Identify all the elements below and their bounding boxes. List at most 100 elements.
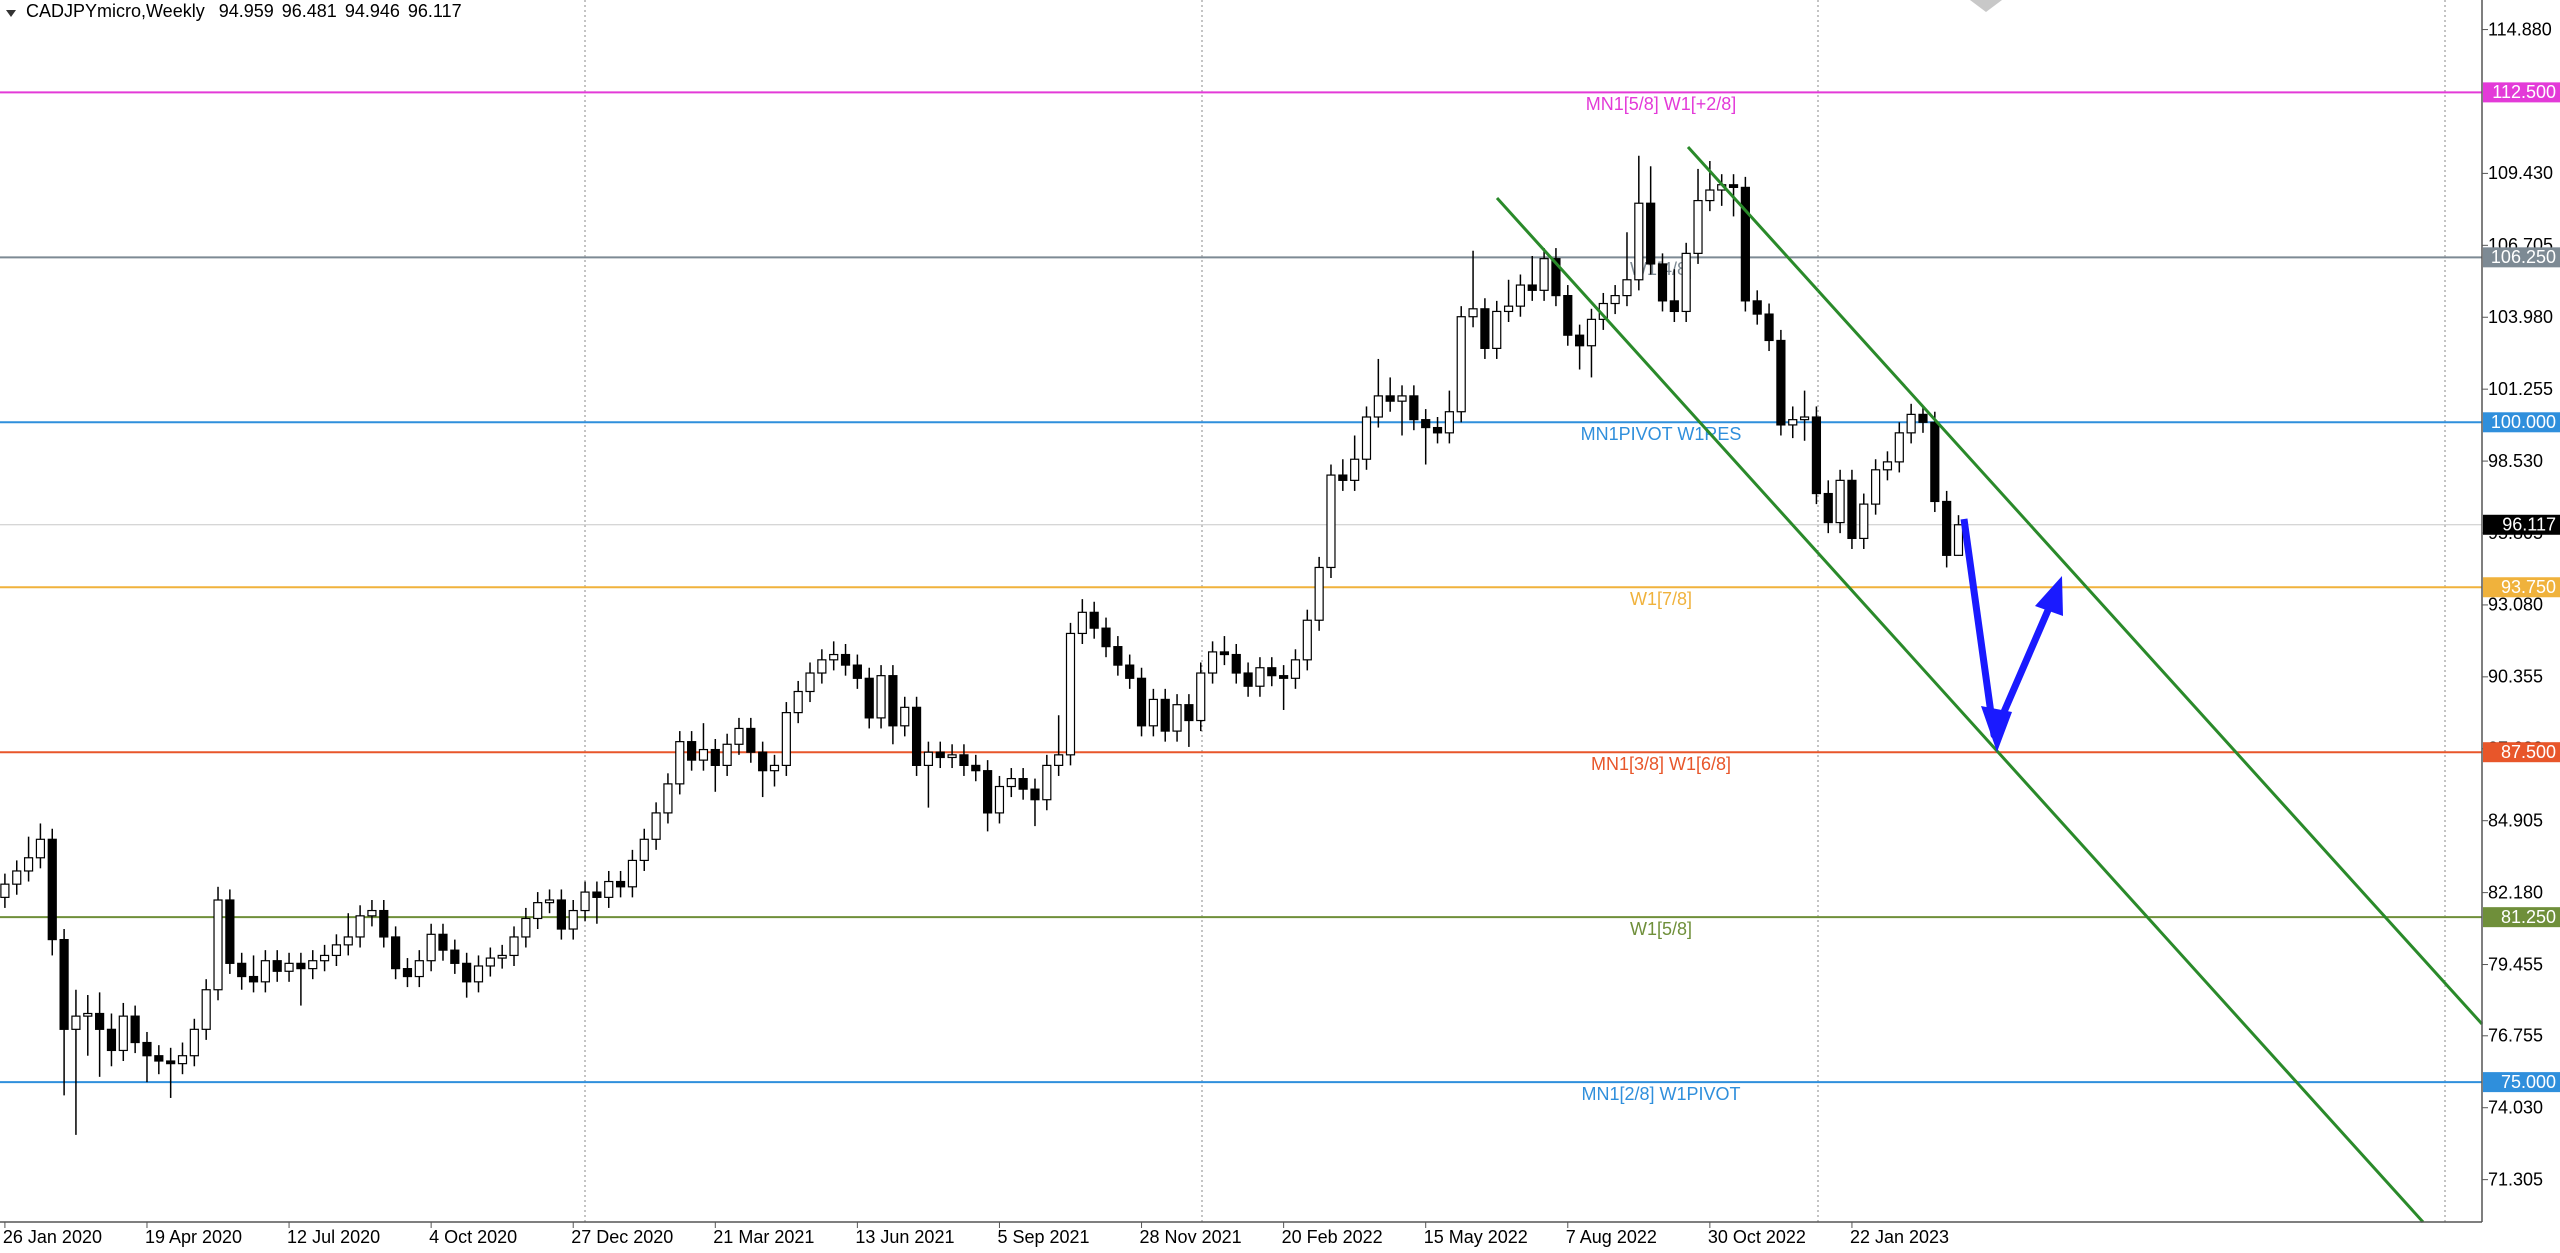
y-tick-label: 98.530 — [2488, 451, 2543, 471]
candle-body — [698, 748, 709, 761]
candle-body — [580, 891, 590, 912]
candle-body — [1338, 474, 1348, 481]
candle-body — [331, 944, 342, 957]
x-tick-label: 13 Jun 2021 — [855, 1227, 954, 1247]
candle-body — [1255, 667, 1265, 687]
candle-body — [840, 653, 851, 666]
candle-body — [83, 1012, 93, 1017]
high-value: 96.481 — [282, 1, 337, 21]
chart-title: CADJPYmicro,Weekly — [26, 1, 205, 21]
candle-body — [1231, 653, 1241, 674]
candle-body — [1361, 416, 1372, 460]
candle-body — [189, 1028, 199, 1057]
header: CADJPYmicro,Weekly 94.959 96.481 94.946 96.1… — [6, 1, 462, 21]
chart-header: CADJPYmicro,Weekly 94.959 96.481 94.946 96.1… — [26, 1, 462, 21]
level-name: MN1PIVOT W1RES — [1581, 424, 1742, 444]
candle-body — [1859, 503, 1869, 540]
candle-body — [473, 965, 484, 983]
candle-body — [1018, 777, 1028, 790]
candle-body — [521, 917, 531, 938]
candle-body — [462, 962, 472, 983]
separators — [584, 0, 2446, 1222]
candle-body — [734, 727, 744, 745]
candle-body — [1693, 199, 1703, 254]
candle-body — [710, 748, 720, 766]
candle-body — [402, 968, 413, 978]
candle-body — [1740, 186, 1750, 302]
candle-body — [1515, 284, 1526, 307]
candle-body — [1823, 492, 1833, 524]
x-tick-label: 30 Oct 2022 — [1708, 1227, 1806, 1247]
candle-body — [1290, 659, 1301, 679]
candle-body — [106, 1028, 117, 1052]
candle-body — [556, 899, 566, 930]
y-tick-label: 114.880 — [2488, 19, 2552, 39]
candle-body — [639, 838, 649, 862]
candle-body — [450, 949, 460, 964]
level-price-label: 93.750 — [2501, 577, 2556, 597]
y-tick-label: 93.080 — [2488, 595, 2543, 615]
candle-body — [1101, 627, 1111, 648]
x-tick-label: 21 Mar 2021 — [713, 1227, 814, 1247]
candle-body — [1302, 619, 1312, 661]
candle-body — [308, 960, 318, 970]
candle-body — [1953, 524, 1964, 556]
candle-body — [781, 712, 791, 766]
channel-upper — [1686, 145, 2484, 1026]
candle-body — [426, 933, 436, 962]
candle-body — [1314, 566, 1324, 621]
level-price-label: 87.500 — [2501, 742, 2556, 762]
candle-body — [1705, 189, 1715, 202]
candle-body — [994, 785, 1005, 814]
candle-body — [1918, 413, 1928, 423]
x-tick-label: 22 Jan 2023 — [1850, 1227, 1949, 1247]
level-price-box — [2483, 742, 2560, 763]
candle-body — [1030, 788, 1040, 801]
candle-body — [497, 954, 507, 959]
candle-body — [272, 960, 282, 972]
candle-body — [248, 975, 259, 983]
candle-body — [391, 936, 401, 970]
level-name: MN1[3/8] W1[6/8] — [1591, 754, 1731, 774]
candle-body — [888, 675, 898, 727]
candle-body — [1894, 432, 1904, 463]
candle-body — [485, 957, 495, 967]
candle-body — [663, 783, 673, 814]
candle-body — [947, 754, 957, 759]
candle-body — [47, 838, 57, 941]
level-price-box — [2483, 907, 2560, 928]
candle-body — [805, 672, 815, 693]
candle-body — [1492, 310, 1502, 349]
y-tick-label: 76.755 — [2488, 1026, 2543, 1046]
arrow-head — [2035, 576, 2063, 616]
candle-body — [260, 960, 270, 983]
candle-body — [343, 936, 353, 946]
candle-body — [1243, 672, 1253, 687]
candle-body — [1409, 395, 1419, 421]
candle-body — [1610, 295, 1620, 305]
low-value: 94.946 — [345, 1, 400, 21]
candle-body — [1148, 698, 1158, 727]
candle-body — [1207, 651, 1218, 674]
candle-body — [769, 764, 780, 772]
candle-body — [1835, 479, 1845, 524]
candle-body — [1125, 664, 1135, 679]
candle-body — [852, 664, 862, 679]
candle-body — [367, 909, 377, 917]
candle-body — [12, 870, 22, 885]
candle-body — [296, 962, 306, 970]
candle-body — [1160, 698, 1170, 732]
candle-body — [1077, 611, 1087, 635]
candle-body — [1681, 252, 1691, 313]
level-price-box — [2483, 247, 2560, 268]
x-tick-label: 20 Feb 2022 — [1282, 1227, 1383, 1247]
candle-body — [1042, 764, 1052, 801]
candle-body — [935, 751, 945, 759]
candle-body — [592, 891, 602, 898]
candle-body — [1279, 675, 1289, 679]
level-price-label: 81.250 — [2501, 907, 2556, 927]
level-price-box — [2483, 82, 2560, 103]
candle-body — [1373, 395, 1383, 418]
candle-body — [533, 902, 543, 920]
